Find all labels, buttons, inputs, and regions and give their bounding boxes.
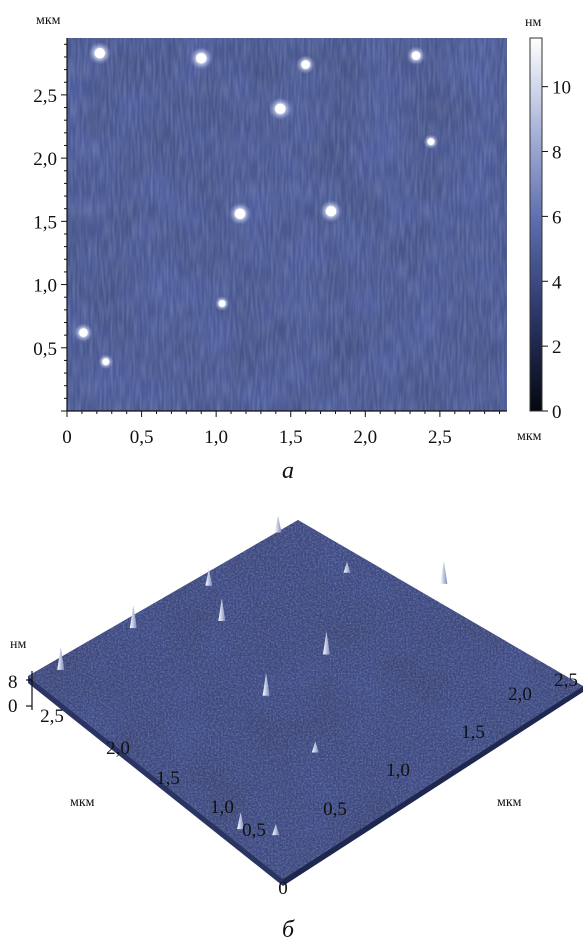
right-axis-tick-label: 2,5: [554, 670, 578, 691]
panel-label-a: а: [282, 458, 294, 484]
colorbar-tick-label: 4: [552, 272, 562, 293]
colorbar-ticks: 0 2 4 6 8 10: [542, 78, 571, 423]
peak: [301, 60, 310, 69]
heatmap-texture-stripes: [67, 38, 507, 411]
x-tick-label: 0: [62, 427, 72, 448]
surface-left-edge: [28, 676, 283, 886]
left-axis-tick-label: 0: [278, 878, 288, 899]
y-tick-label: 1,5: [33, 212, 57, 233]
z-axis-unit: нм: [10, 637, 26, 652]
right-axis-tick-label: 1,5: [461, 722, 485, 743]
colorbar-tick-label: 8: [552, 143, 562, 164]
peak: [234, 208, 246, 220]
x-tick-label: 2,5: [428, 427, 452, 448]
peak: [427, 138, 435, 146]
peak: [325, 205, 337, 217]
right-axis-tick-label: 2,0: [508, 684, 532, 705]
peak: [94, 47, 106, 59]
peak-spike: [237, 812, 245, 830]
left-axis-tick-label: 2,5: [40, 706, 64, 727]
peak: [195, 52, 207, 64]
panel-label-b: б: [282, 917, 295, 943]
x-tick-label: 2,0: [353, 427, 377, 448]
z-tick-label: 8: [8, 672, 18, 693]
peak-spike: [262, 672, 270, 696]
peak-spike: [311, 741, 319, 753]
heatmap-axes: 0 0,5 1,0 1,5 2,0 2,5 0,5 1,0 1,5 2,0 2,5: [33, 38, 507, 448]
surface-texture-rough: [28, 520, 583, 879]
surface-right-edge: [283, 686, 583, 886]
y-tick-label: 0,5: [33, 339, 57, 360]
x-tick-label: 1,5: [279, 427, 303, 448]
left-axis-tick-label: 1,0: [210, 797, 234, 818]
y-tick-label: 2,5: [33, 86, 57, 107]
right-axis-tick-label: 0,5: [323, 799, 347, 820]
colorbar-tick-label: 0: [552, 402, 562, 423]
peak: [515, 211, 526, 222]
colorbar: [529, 37, 543, 412]
left-axis-tick-label: 1,5: [156, 768, 180, 789]
z-tick-label: 0: [8, 696, 18, 717]
peak: [102, 358, 110, 366]
surface-right-axis: 0,5 1,0 1,5 2,0 2,5: [323, 670, 578, 820]
left-axis-tick-label: 2,0: [106, 738, 130, 759]
peak-spike: [322, 631, 330, 655]
x-axis-unit: мкм: [517, 429, 542, 444]
peak: [79, 328, 88, 337]
peak-spike: [129, 605, 137, 629]
peak-spike: [57, 646, 65, 670]
left-axis-unit: мкм: [70, 795, 95, 810]
colorbar-tick-label: 10: [552, 78, 571, 99]
peak-spike: [205, 568, 213, 586]
left-axis-tick-label: 0,5: [242, 820, 266, 841]
surface-peaks: [57, 515, 448, 836]
right-axis-tick-label: 1,0: [386, 760, 410, 781]
x-tick-label: 0,5: [130, 427, 154, 448]
peak-spike: [218, 597, 226, 621]
y-axis-unit: мкм: [36, 13, 61, 28]
heatmap-peaks: [73, 41, 532, 370]
y-tick-label: 2,0: [33, 149, 57, 170]
peak: [218, 300, 226, 307]
peak: [411, 51, 421, 61]
right-axis-unit: мкм: [497, 795, 522, 810]
colorbar-tick-label: 2: [552, 337, 562, 358]
peak-spike: [274, 515, 282, 533]
peak-spike: [440, 560, 448, 584]
colorbar-unit: нм: [525, 15, 541, 30]
surface-left-axis: 2,5 2,0 1,5 1,0 0,5 0: [40, 706, 288, 899]
peak: [275, 103, 286, 115]
colorbar-tick-label: 6: [552, 207, 562, 228]
peak-halo: [509, 205, 532, 228]
heatmap-panel: 0 0,5 1,0 1,5 2,0 2,50,51,01,52,02,5 мкм мкм …: [33, 13, 571, 484]
surface-panel: нм 8 0 2,52,01,51,00,50 0,51,01,52,02,5 …: [8, 515, 583, 943]
peak-spike: [343, 561, 351, 573]
x-tick-label: 1,0: [204, 427, 228, 448]
peak-spike: [272, 824, 280, 836]
y-tick-label: 1,0: [33, 276, 57, 297]
